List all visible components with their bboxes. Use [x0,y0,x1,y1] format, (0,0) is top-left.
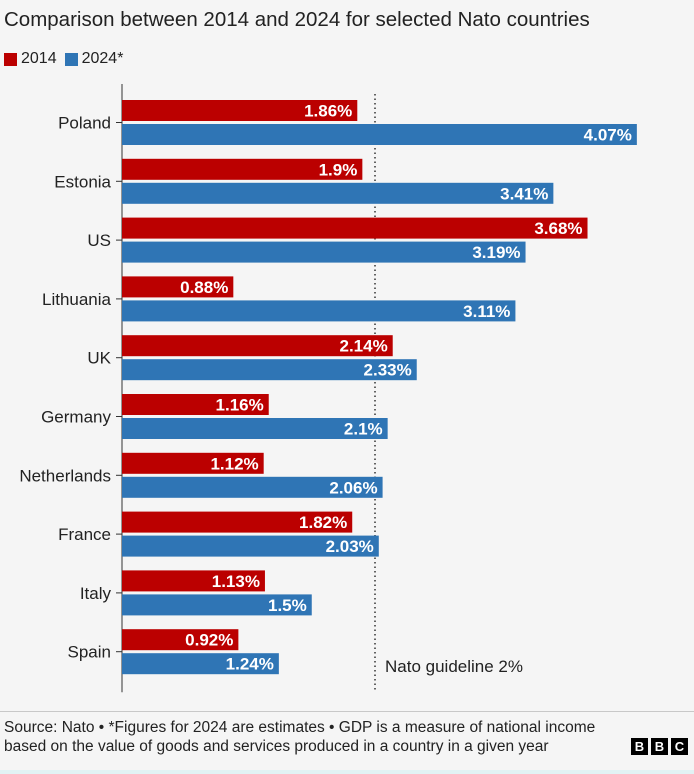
category-label: Netherlands [19,466,111,485]
bar-2014 [122,158,363,180]
data-label: 2.1% [344,420,383,439]
data-label: 2.03% [326,537,374,556]
legend: 2014 2024* [4,50,123,68]
data-label: 3.68% [534,219,582,238]
data-label: 1.9% [319,160,358,179]
bar-2014 [122,570,265,592]
category-label: Poland [58,114,111,133]
data-label: 1.5% [268,596,307,615]
legend-label-2014: 2014 [21,50,57,67]
guideline-label: Nato guideline 2% [385,657,523,676]
bbc-logo-letter: B [651,738,668,755]
data-label: 3.19% [472,243,520,262]
data-label: 2.33% [364,361,412,380]
data-label: 1.24% [226,655,274,674]
bar-2014 [122,335,393,357]
category-label: UK [87,349,111,368]
data-label: 2.06% [329,478,377,497]
bar-2024 [122,476,383,498]
data-label: 3.41% [500,184,548,203]
data-label: 0.88% [180,278,228,297]
bar-2024 [122,535,379,557]
bar-2024 [122,594,312,616]
bar-2014 [122,629,239,651]
bar-2014 [122,276,234,298]
bottom-strip [0,770,694,774]
bar-2014 [122,511,353,533]
bar-2014 [122,394,269,415]
legend-swatch-2024 [64,52,78,66]
data-label: 2.14% [340,337,388,356]
footer-divider [0,711,694,712]
category-label: Spain [68,643,111,662]
data-label: 1.13% [212,572,260,591]
bbc-logo-letter: C [671,738,688,755]
bar-2024 [122,124,637,145]
bar-2024 [122,300,516,322]
category-label: Estonia [54,172,111,191]
category-label: Germany [41,408,111,427]
chart-title: Comparison between 2014 and 2024 for sel… [4,8,590,31]
legend-label-2024: 2024* [81,50,124,67]
bar-2024 [122,359,417,381]
data-label: 3.11% [463,302,510,321]
data-label: 1.86% [304,102,352,121]
bar-2014 [122,100,358,121]
legend-item-2024: 2024* [64,50,124,68]
category-label: US [87,231,111,250]
bbc-logo: B B C [631,738,688,755]
data-label: 1.16% [216,396,264,415]
category-label: Lithuania [42,290,112,309]
legend-swatch-2014 [4,52,17,66]
bbc-logo-letter: B [631,738,648,755]
bar-chart: Poland 1.86% 4.07% Estonia 1.9% 3.41% US 3.68% 3… [19,84,637,693]
bar-2024 [122,653,279,675]
bar-2014 [122,217,588,239]
data-label: 4.07% [584,126,632,145]
data-label: 1.82% [299,513,347,532]
bar-2024 [122,182,554,204]
bar-2014 [122,452,264,474]
legend-item-2014: 2014 [4,50,57,68]
data-label: 1.12% [210,454,258,473]
category-label: France [58,525,111,544]
source-note: Source: Nato • *Figures for 2024 are est… [4,719,596,755]
category-label: Italy [80,584,112,603]
data-label: 0.92% [185,631,233,650]
bar-2024 [122,418,388,439]
bar-2024 [122,241,526,263]
